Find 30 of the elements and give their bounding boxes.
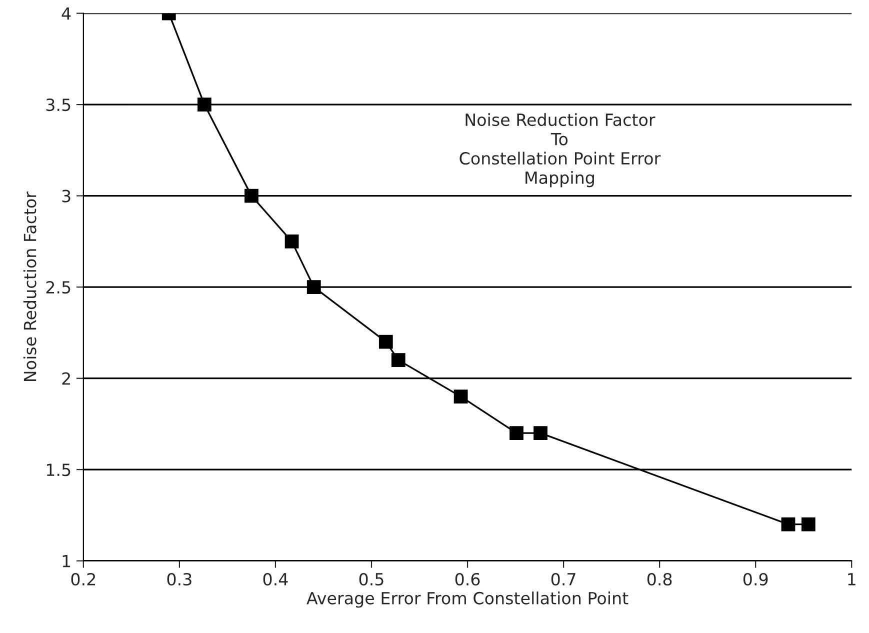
point: [306, 280, 321, 294]
y-tick-label: 2: [62, 372, 70, 385]
point: [534, 426, 548, 440]
point: [244, 188, 258, 203]
point: [781, 517, 796, 532]
x-tick-label: 0.8: [647, 572, 672, 586]
y-tick-label: 1.5: [46, 464, 70, 476]
point: [284, 234, 299, 248]
x-tick-label: 0.4: [263, 572, 288, 586]
x-axis-title: Average Error From Constellation Point: [306, 592, 628, 608]
x-tick-label: 0.6: [455, 572, 480, 586]
point: [378, 334, 393, 349]
y-tick-label: 1: [62, 555, 70, 568]
x-tick-label: 1: [848, 573, 856, 586]
x-tick-label: 0.9: [743, 572, 768, 586]
point: [510, 426, 524, 440]
annotation: Noise Reduction Factor To Constellation Point Error Mapping: [460, 113, 661, 188]
point: [391, 353, 406, 368]
x-tick-label: 0.2: [71, 572, 96, 586]
x-tick-label: 0.5: [359, 572, 384, 586]
y-tick-label: 3.5: [46, 98, 70, 112]
point: [801, 517, 816, 532]
point: [454, 390, 468, 404]
y-tick-label: 2.5: [46, 281, 70, 294]
point: [197, 98, 212, 112]
x-tick-label: 0.3: [167, 572, 192, 586]
x-tick-label: 0.7: [551, 572, 576, 586]
y-axis-title: Noise Reduction Factor: [23, 191, 36, 382]
y-tick-label: 3: [62, 190, 70, 202]
y-tick-label: 4: [62, 7, 71, 20]
